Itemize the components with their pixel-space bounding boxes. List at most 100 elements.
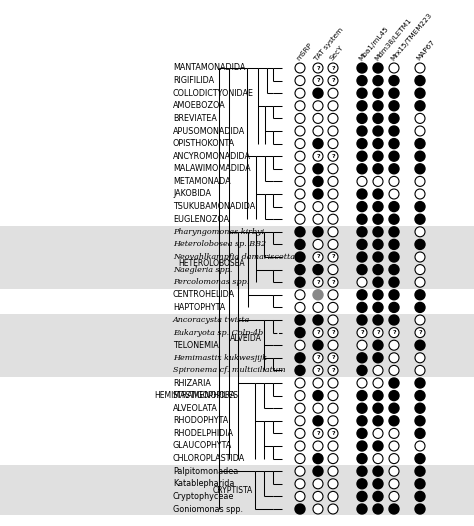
Text: Hemimastix kukwesjijk: Hemimastix kukwesjijk	[173, 354, 267, 362]
Circle shape	[415, 340, 425, 350]
Circle shape	[357, 227, 367, 237]
Text: ?: ?	[360, 330, 364, 335]
Circle shape	[313, 340, 323, 350]
Circle shape	[415, 265, 425, 275]
Circle shape	[415, 76, 425, 86]
Circle shape	[295, 189, 305, 199]
Circle shape	[415, 504, 425, 514]
Circle shape	[295, 164, 305, 174]
Circle shape	[373, 366, 383, 376]
Text: Palpitomonadea: Palpitomonadea	[173, 467, 238, 476]
Circle shape	[415, 201, 425, 211]
Circle shape	[415, 416, 425, 426]
Circle shape	[415, 441, 425, 451]
Circle shape	[313, 76, 323, 86]
Bar	[0, 226, 474, 288]
Circle shape	[295, 138, 305, 149]
Circle shape	[389, 227, 399, 237]
Text: Mba1/mL45: Mba1/mL45	[357, 25, 390, 62]
Circle shape	[313, 239, 323, 249]
Circle shape	[373, 353, 383, 363]
Circle shape	[295, 265, 305, 275]
Circle shape	[357, 101, 367, 111]
Circle shape	[373, 290, 383, 300]
Text: OPISTHOKONTA: OPISTHOKONTA	[173, 139, 235, 148]
Circle shape	[357, 328, 367, 338]
Text: METAMONADA: METAMONADA	[173, 177, 231, 186]
Text: Ancoracysta twista: Ancoracysta twista	[173, 316, 250, 324]
Text: ?: ?	[316, 431, 320, 436]
Circle shape	[357, 164, 367, 174]
Circle shape	[295, 227, 305, 237]
Circle shape	[389, 176, 399, 186]
Text: TSUKUBAMONADIDA: TSUKUBAMONADIDA	[173, 202, 255, 211]
Circle shape	[295, 391, 305, 401]
Text: TAT system: TAT system	[313, 27, 345, 62]
Circle shape	[357, 126, 367, 136]
Circle shape	[389, 214, 399, 224]
Circle shape	[313, 201, 323, 211]
Circle shape	[415, 328, 425, 338]
Text: SecY: SecY	[328, 45, 344, 62]
Circle shape	[295, 378, 305, 388]
Circle shape	[373, 504, 383, 514]
Circle shape	[357, 239, 367, 249]
Circle shape	[328, 252, 338, 262]
Circle shape	[313, 290, 323, 300]
Text: GLAUCOPHYTA: GLAUCOPHYTA	[173, 441, 232, 450]
Text: HEMIMASTIGOPHORA: HEMIMASTIGOPHORA	[155, 391, 236, 400]
Text: ?: ?	[331, 280, 335, 285]
Circle shape	[415, 453, 425, 463]
Circle shape	[328, 479, 338, 489]
Text: CENTROHELIDA: CENTROHELIDA	[173, 290, 235, 299]
Circle shape	[389, 63, 399, 73]
Circle shape	[389, 239, 399, 249]
Circle shape	[313, 366, 323, 376]
Circle shape	[357, 504, 367, 514]
Text: ?: ?	[376, 330, 380, 335]
Circle shape	[373, 441, 383, 451]
Circle shape	[389, 302, 399, 312]
Circle shape	[357, 378, 367, 388]
Circle shape	[415, 277, 425, 287]
Circle shape	[295, 214, 305, 224]
Circle shape	[313, 176, 323, 186]
Circle shape	[357, 63, 367, 73]
Circle shape	[389, 114, 399, 124]
Circle shape	[389, 277, 399, 287]
Circle shape	[313, 126, 323, 136]
Circle shape	[295, 366, 305, 376]
Circle shape	[295, 88, 305, 98]
Circle shape	[373, 176, 383, 186]
Circle shape	[389, 164, 399, 174]
Circle shape	[357, 391, 367, 401]
Text: MALAWIMOMADIDA: MALAWIMOMADIDA	[173, 164, 251, 173]
Circle shape	[373, 340, 383, 350]
Circle shape	[328, 239, 338, 249]
Circle shape	[313, 391, 323, 401]
Circle shape	[389, 76, 399, 86]
Circle shape	[328, 378, 338, 388]
Circle shape	[328, 353, 338, 363]
Circle shape	[313, 466, 323, 476]
Circle shape	[373, 214, 383, 224]
Text: ?: ?	[316, 78, 320, 83]
Circle shape	[313, 277, 323, 287]
Circle shape	[415, 252, 425, 262]
Circle shape	[389, 328, 399, 338]
Circle shape	[389, 378, 399, 388]
Circle shape	[313, 315, 323, 325]
Circle shape	[415, 189, 425, 199]
Circle shape	[328, 403, 338, 413]
Circle shape	[389, 453, 399, 463]
Circle shape	[373, 491, 383, 501]
Circle shape	[389, 428, 399, 438]
Text: JAKOBIDA: JAKOBIDA	[173, 189, 211, 198]
Circle shape	[373, 265, 383, 275]
Circle shape	[295, 403, 305, 413]
Text: APUSOMONADIDA: APUSOMONADIDA	[173, 126, 245, 136]
Circle shape	[373, 239, 383, 249]
Circle shape	[373, 114, 383, 124]
Circle shape	[295, 114, 305, 124]
Circle shape	[415, 302, 425, 312]
